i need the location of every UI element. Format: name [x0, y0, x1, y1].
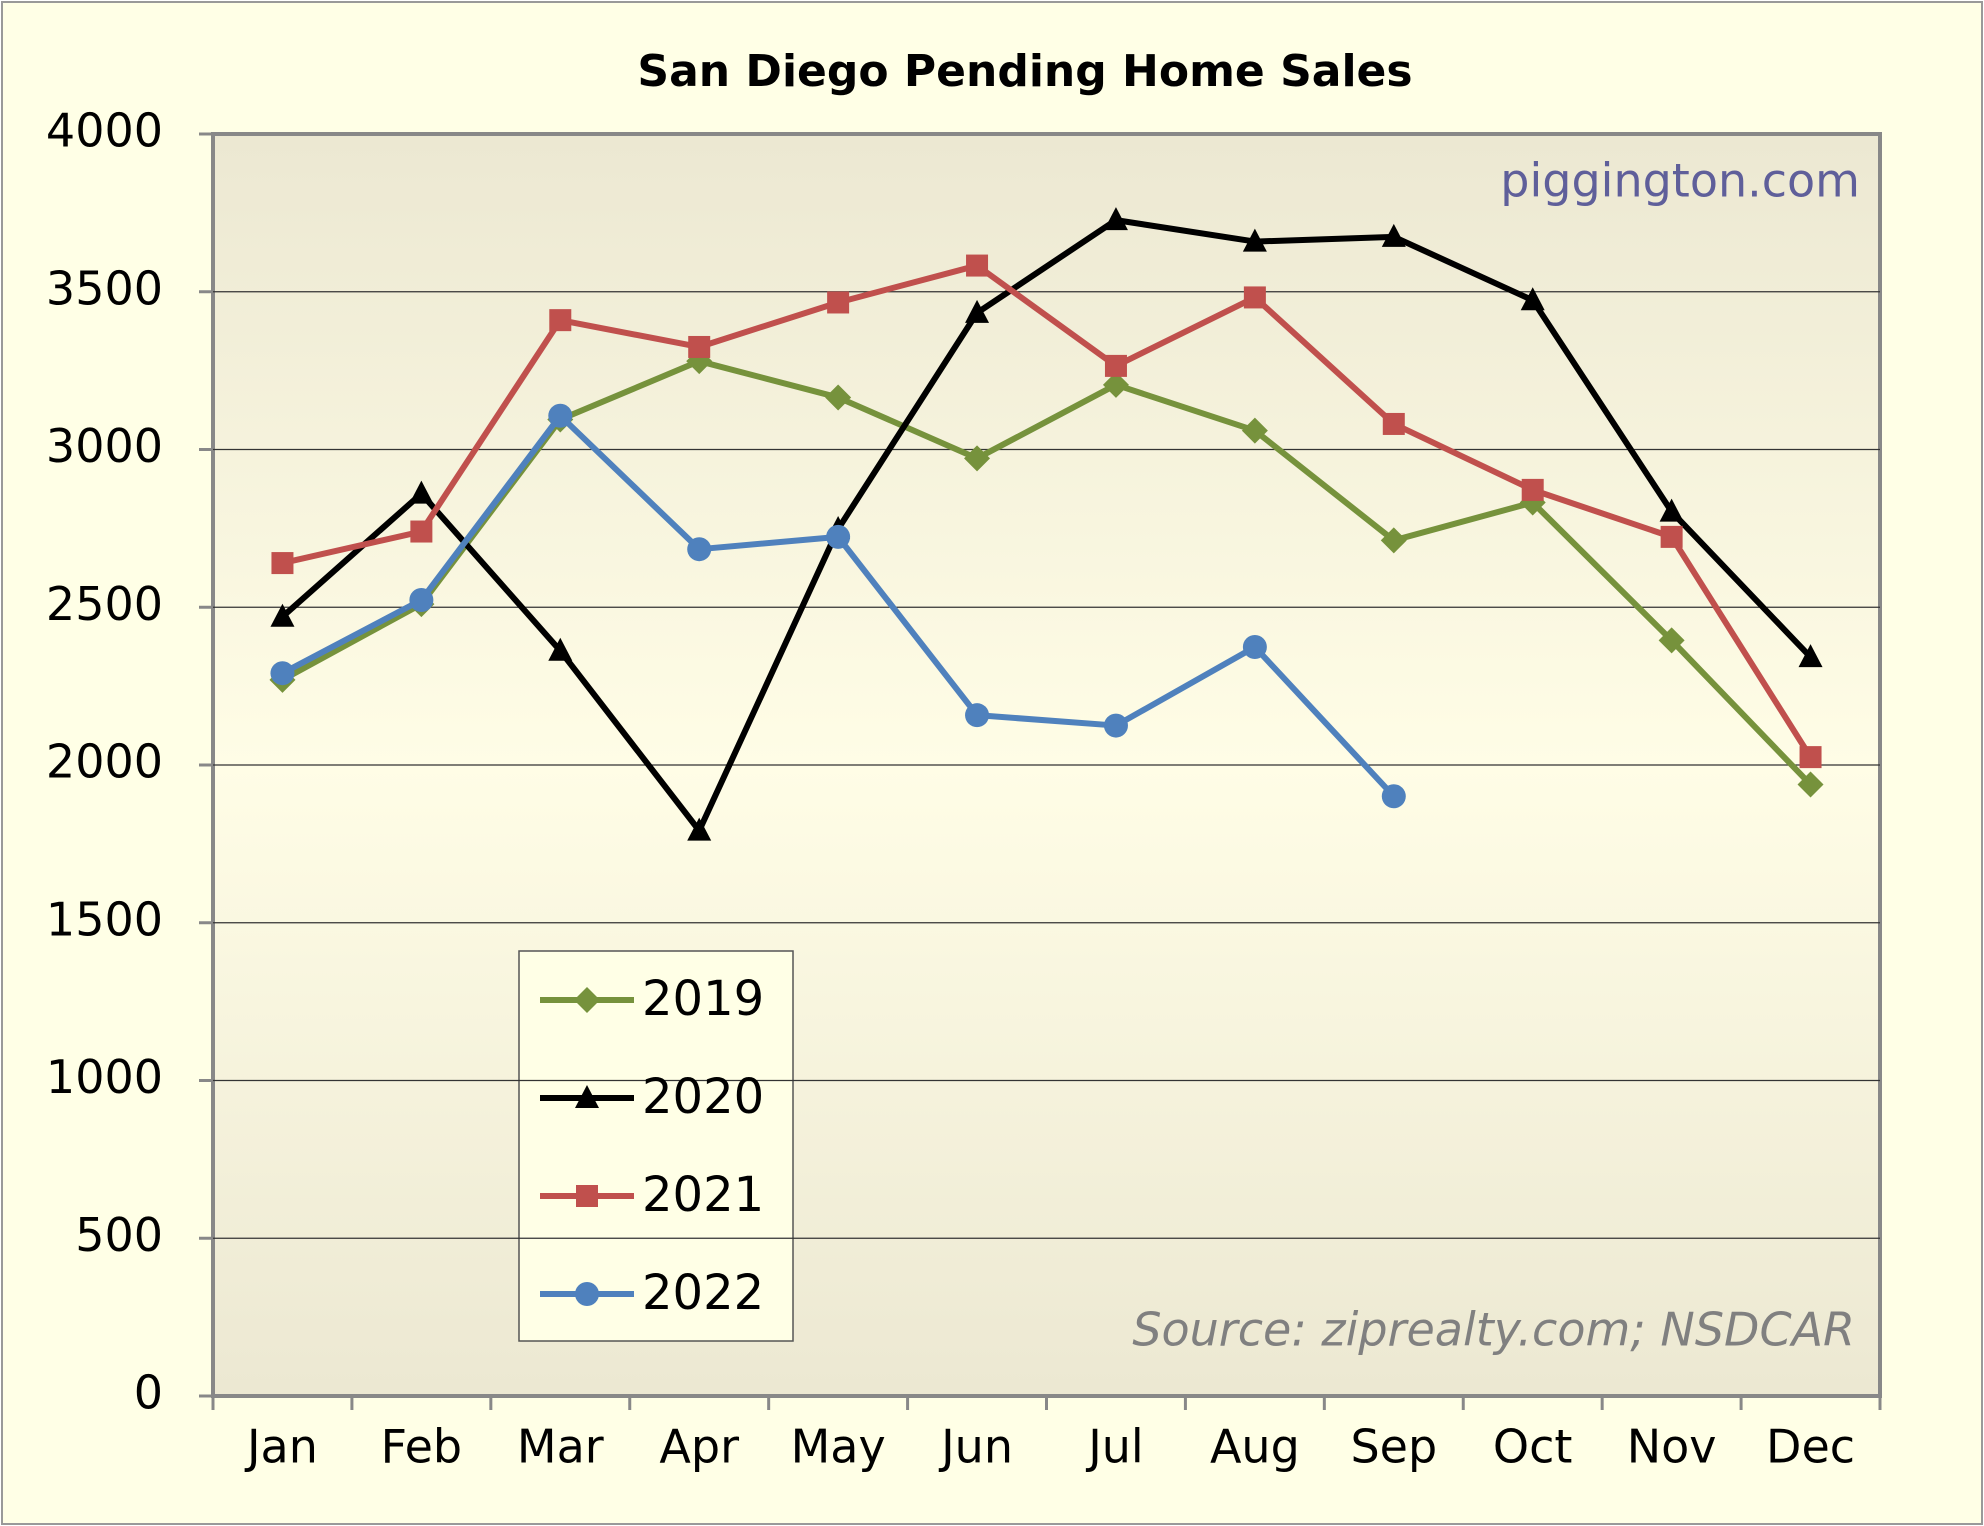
x-tick-label: Feb	[381, 1420, 462, 1474]
legend-label: 2020	[642, 1069, 764, 1125]
legend-marker	[575, 1085, 599, 1108]
legend-label: 2021	[642, 1167, 764, 1223]
source-note: Source: ziprealty.com; NSDCAR	[1132, 1303, 1855, 1357]
y-tick-label: 2500	[46, 577, 163, 631]
marker	[964, 445, 991, 472]
chart-title: San Diego Pending Home Sales	[637, 46, 1412, 97]
marker	[548, 403, 573, 428]
marker	[549, 309, 572, 332]
series-line	[281, 262, 1814, 759]
marker	[965, 703, 990, 728]
legend-marker	[575, 1282, 599, 1306]
marker	[1660, 525, 1683, 548]
marker	[1242, 228, 1267, 252]
x-tick-label: Nov	[1627, 1420, 1717, 1474]
marker	[270, 661, 295, 686]
marker	[1102, 371, 1129, 398]
marker	[826, 524, 851, 549]
y-tick-label: 3000	[46, 419, 163, 473]
x-tick-label: Sep	[1350, 1420, 1437, 1474]
marker	[409, 587, 434, 612]
x-tick-label: Jun	[938, 1420, 1013, 1474]
marker	[271, 552, 294, 575]
marker	[409, 480, 434, 504]
y-tick-label: 1500	[46, 892, 163, 946]
marker	[410, 520, 433, 543]
marker	[1382, 412, 1405, 435]
marker	[1520, 287, 1545, 311]
legend-marker	[574, 987, 600, 1013]
x-tick-label: Aug	[1210, 1420, 1300, 1474]
marker	[966, 254, 989, 277]
marker	[1104, 354, 1127, 377]
marker	[1658, 627, 1685, 654]
marker	[1103, 713, 1128, 738]
y-tick-label: 3500	[46, 261, 163, 315]
marker	[965, 299, 990, 323]
x-tick-label: Jan	[244, 1420, 318, 1474]
marker	[1798, 644, 1823, 668]
marker	[1380, 527, 1407, 554]
x-tick-label: Mar	[517, 1420, 604, 1474]
marker	[1381, 223, 1406, 247]
marker	[1381, 784, 1406, 809]
marker	[1521, 478, 1544, 501]
marker	[825, 384, 852, 411]
marker	[270, 603, 295, 627]
x-tick-label: May	[791, 1420, 886, 1474]
y-tick-label: 0	[134, 1366, 163, 1420]
marker	[1241, 417, 1268, 444]
marker	[1243, 286, 1266, 309]
y-tick-label: 2000	[46, 735, 163, 789]
y-tick-label: 4000	[46, 104, 163, 158]
x-tick-label: Jul	[1085, 1420, 1144, 1474]
marker	[1797, 771, 1824, 798]
marker	[687, 817, 712, 841]
x-tick-label: Apr	[659, 1420, 739, 1474]
series-line	[280, 217, 1813, 834]
marker	[827, 291, 850, 314]
marker	[1242, 635, 1267, 660]
marker	[687, 537, 712, 562]
marker	[548, 637, 573, 661]
legend-label: 2022	[642, 1265, 764, 1321]
legend-label: 2019	[642, 971, 764, 1027]
marker	[688, 335, 711, 358]
watermark: piggington.com	[1500, 154, 1860, 208]
y-tick-label: 500	[75, 1208, 163, 1262]
x-tick-label: Oct	[1493, 1420, 1573, 1474]
legend	[518, 950, 794, 1342]
marker	[1659, 498, 1684, 522]
x-tick-label: Dec	[1766, 1420, 1855, 1474]
y-tick-label: 1000	[46, 1050, 163, 1104]
marker	[1799, 746, 1822, 769]
marker	[1103, 207, 1128, 231]
legend-marker	[576, 1185, 598, 1207]
